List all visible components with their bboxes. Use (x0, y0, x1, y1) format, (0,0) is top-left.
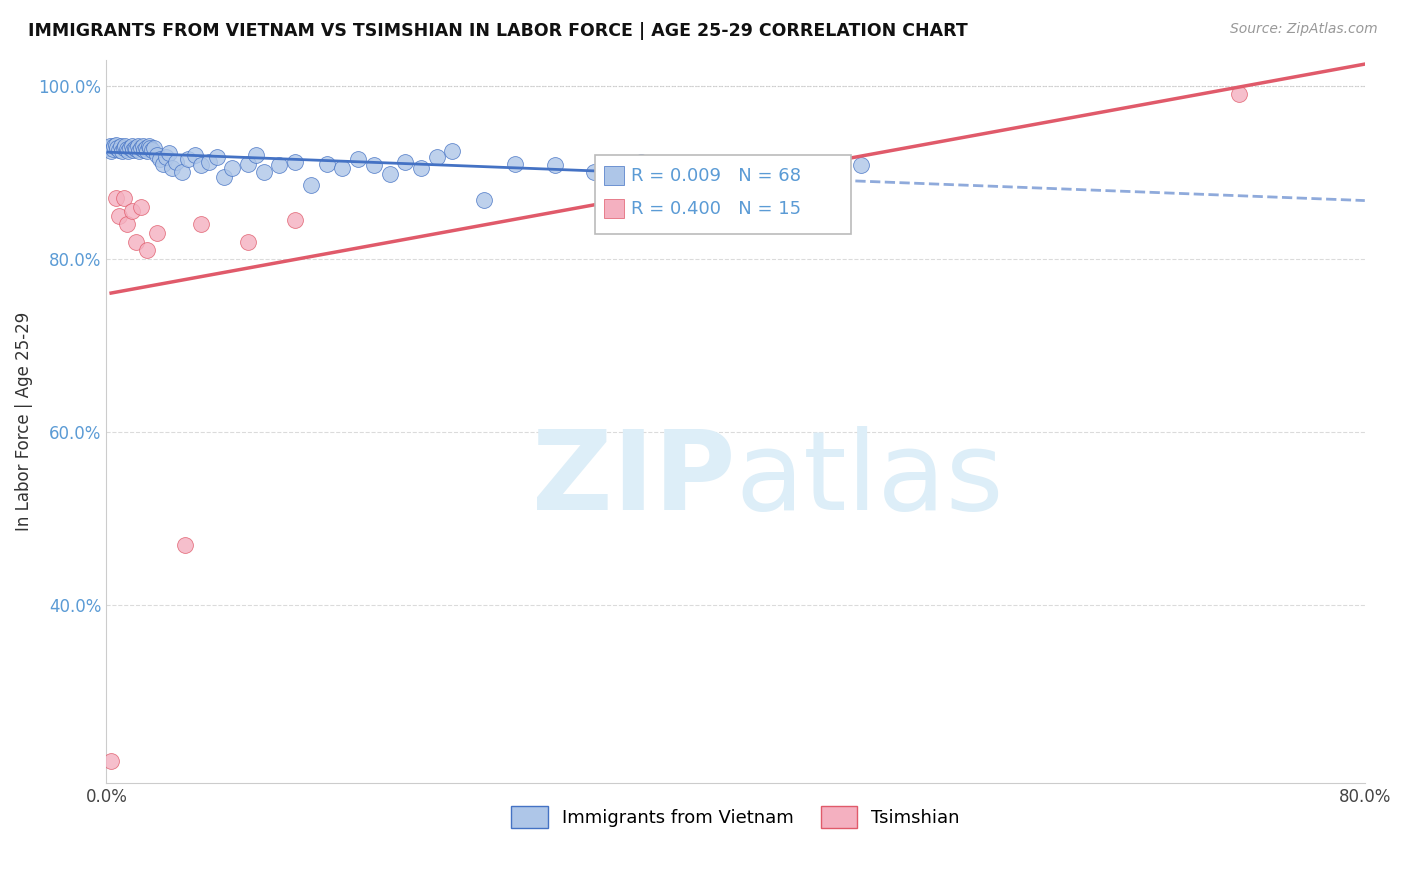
Point (693, 161, 716, 175)
Point (115, 142, 138, 156)
Point (165, 154, 187, 169)
Point (284, 154, 307, 169)
Point (236, 235, 259, 249)
Text: R = 0.009   N = 68: R = 0.009 N = 68 (631, 167, 801, 185)
Point (299, 178, 322, 193)
Point (205, 150, 228, 164)
Point (149, 153, 172, 167)
Point (378, 167, 401, 181)
Point (107, 141, 129, 155)
Point (583, 165, 606, 179)
Point (115, 217, 138, 231)
Point (190, 217, 212, 231)
Point (136, 144, 159, 158)
Point (127, 139, 149, 153)
Point (124, 141, 146, 155)
Point (108, 143, 131, 157)
Legend: Immigrants from Vietnam, Tsimshian: Immigrants from Vietnam, Tsimshian (505, 799, 967, 836)
Text: IMMIGRANTS FROM VIETNAM VS TSIMSHIAN IN LABOR FORCE | AGE 25-29 CORRELATION CHAR: IMMIGRANTS FROM VIETNAM VS TSIMSHIAN IN … (28, 22, 967, 40)
Point (129, 141, 152, 155)
Point (139, 141, 162, 155)
Point (152, 156, 174, 170)
Point (121, 204, 143, 219)
Point (197, 154, 219, 169)
Point (245, 148, 267, 162)
Point (157, 146, 180, 161)
Text: Source: ZipAtlas.com: Source: ZipAtlas.com (1230, 22, 1378, 37)
Point (122, 143, 145, 157)
Point (426, 150, 449, 164)
Point (214, 169, 236, 184)
Point (441, 144, 464, 158)
Point (174, 538, 197, 552)
Point (544, 158, 567, 172)
Point (117, 144, 139, 158)
Point (118, 141, 141, 155)
Point (183, 148, 205, 162)
Point (177, 153, 200, 167)
Point (253, 165, 276, 179)
Point (145, 148, 167, 162)
Point (409, 161, 432, 175)
Point (363, 158, 385, 172)
Point (104, 191, 127, 205)
Text: R = 0.400   N = 15: R = 0.400 N = 15 (631, 200, 801, 218)
Point (756, 169, 779, 184)
Point (170, 165, 193, 179)
Point (114, 139, 136, 153)
Point (236, 156, 259, 170)
Point (103, 139, 125, 153)
Point (129, 200, 152, 214)
Point (131, 139, 153, 153)
Point (100, 144, 122, 158)
Point (269, 158, 291, 172)
Point (111, 144, 134, 158)
Point (630, 154, 652, 169)
Point (100, 755, 122, 769)
Point (134, 143, 156, 157)
Point (142, 141, 165, 155)
Point (394, 154, 416, 169)
Point (332, 161, 354, 175)
Text: atlas: atlas (735, 425, 1004, 533)
Point (110, 139, 132, 153)
Point (141, 143, 163, 157)
Point (190, 158, 212, 172)
Text: ZIP: ZIP (533, 425, 735, 533)
Point (128, 144, 150, 158)
Point (315, 156, 337, 170)
Point (145, 226, 167, 240)
Point (155, 150, 177, 164)
Point (284, 213, 307, 227)
Point (98, 139, 121, 153)
Y-axis label: In Labor Force | Age 25-29: In Labor Force | Age 25-29 (15, 311, 32, 531)
Point (112, 191, 135, 205)
Point (162, 161, 184, 175)
Point (221, 161, 243, 175)
Point (125, 235, 148, 249)
Point (1227, 87, 1250, 102)
Point (136, 244, 159, 258)
Point (138, 139, 160, 153)
Point (347, 153, 370, 167)
Point (104, 137, 127, 152)
Point (851, 158, 873, 172)
Point (112, 141, 135, 155)
Point (108, 209, 131, 223)
Point (97, 141, 120, 155)
Point (121, 139, 143, 153)
Point (101, 142, 124, 156)
Point (125, 142, 148, 156)
Point (505, 156, 527, 170)
Point (135, 141, 157, 155)
Point (472, 193, 495, 207)
